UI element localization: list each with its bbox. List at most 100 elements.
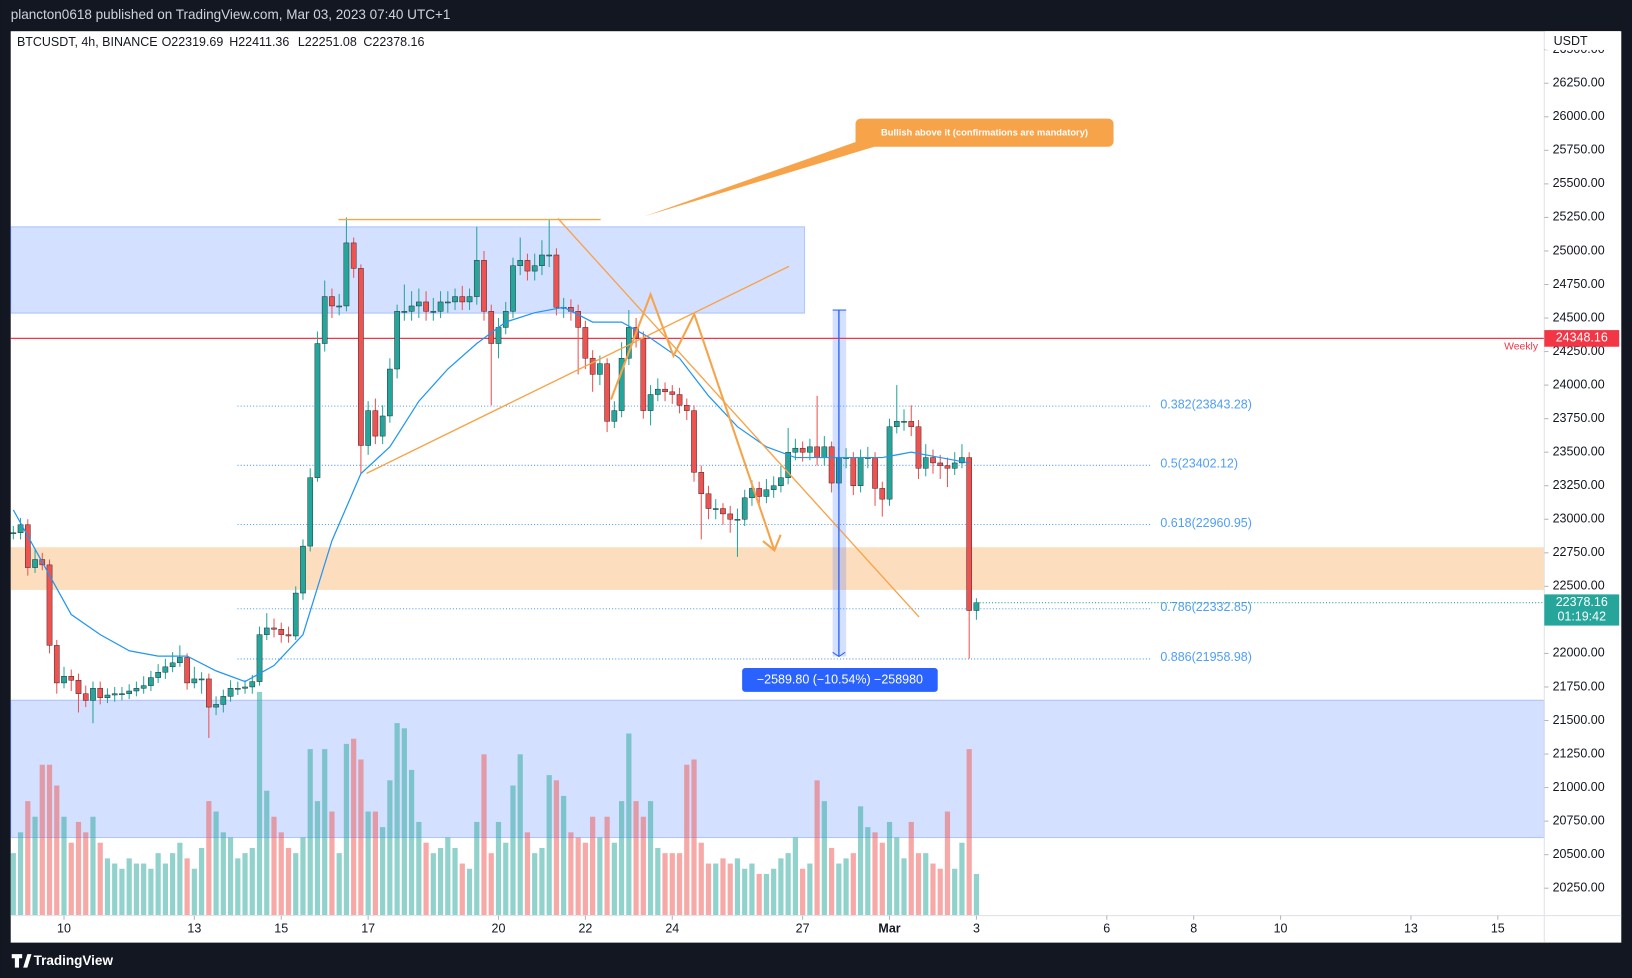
candle-body bbox=[133, 688, 140, 692]
volume-bar bbox=[611, 842, 617, 916]
candle-body bbox=[727, 513, 734, 520]
volume-bar bbox=[343, 743, 350, 916]
candle-body bbox=[242, 686, 248, 689]
volume-bar bbox=[285, 847, 292, 916]
volume-bar bbox=[104, 858, 111, 916]
y-tick-label: 25750.00 bbox=[1553, 143, 1605, 157]
volume-bar bbox=[771, 868, 777, 916]
level-price-label: 24348.16 bbox=[1556, 331, 1608, 345]
volume-bar bbox=[937, 868, 943, 916]
volume-bar bbox=[264, 790, 270, 916]
candle-body bbox=[510, 265, 516, 312]
volume-bar bbox=[785, 853, 791, 916]
candle-body bbox=[481, 260, 487, 312]
candle-body bbox=[10, 532, 17, 534]
volume-bar bbox=[720, 858, 726, 916]
volume-bar bbox=[553, 780, 560, 916]
candle-body bbox=[930, 457, 936, 464]
callout-pointer bbox=[644, 138, 875, 217]
volume-bar bbox=[626, 733, 632, 916]
volume-bar bbox=[90, 816, 96, 916]
volume-bar bbox=[184, 858, 190, 916]
candle-body bbox=[365, 410, 371, 446]
candle-body bbox=[336, 305, 342, 308]
volume-bar bbox=[191, 868, 197, 916]
legend: BTCUSDT, 4h, BINANCE O22319.69 H22411.36… bbox=[17, 35, 425, 49]
callout-text: Bullish above it (confirmations are mand… bbox=[881, 128, 1088, 138]
volume-bar bbox=[647, 801, 654, 916]
y-tick-label: 25250.00 bbox=[1553, 210, 1605, 224]
volume-bar bbox=[278, 832, 284, 916]
volume-bar bbox=[126, 858, 132, 916]
volume-bar bbox=[510, 785, 516, 916]
candle-body bbox=[741, 497, 748, 520]
candle-body bbox=[546, 254, 552, 257]
brand: TradingView bbox=[11, 953, 113, 968]
candle-body bbox=[597, 363, 603, 375]
volume-bar bbox=[503, 842, 509, 916]
volume-bar bbox=[372, 811, 378, 916]
volume-bar bbox=[466, 868, 473, 916]
y-tick-label: 21000.00 bbox=[1553, 780, 1605, 794]
candle-body bbox=[937, 462, 944, 466]
candle-body bbox=[850, 457, 857, 486]
volume-bar bbox=[532, 853, 538, 916]
candle-body bbox=[220, 696, 227, 705]
candle-body bbox=[198, 678, 205, 681]
demand-zone bbox=[10, 547, 1545, 590]
volume-bar bbox=[698, 842, 704, 916]
candle-body bbox=[140, 685, 147, 689]
volume-bar bbox=[351, 738, 357, 916]
candle-body bbox=[611, 410, 618, 422]
volume-bar bbox=[597, 837, 603, 916]
volume-bar bbox=[314, 801, 321, 916]
candle-body bbox=[582, 327, 589, 359]
x-tick-label: 3 bbox=[973, 921, 980, 935]
candle-body bbox=[329, 296, 335, 307]
y-tick-label: 24750.00 bbox=[1553, 277, 1605, 291]
volume-bar bbox=[365, 811, 371, 916]
candle-body bbox=[314, 343, 321, 478]
volume-bar bbox=[713, 863, 719, 916]
x-tick-label: 6 bbox=[1103, 921, 1110, 935]
y-tick-label: 21750.00 bbox=[1553, 679, 1605, 693]
candle-body bbox=[68, 676, 75, 681]
candle-body bbox=[792, 447, 799, 453]
y-tick-label: 26000.00 bbox=[1553, 109, 1605, 123]
symbol: BTCUSDT, 4h, BINANCE bbox=[17, 35, 158, 49]
candle-body bbox=[169, 662, 176, 668]
candle-body bbox=[213, 704, 219, 708]
volume-bar bbox=[850, 853, 856, 916]
volume-bar bbox=[857, 806, 864, 916]
candle-body bbox=[358, 268, 364, 446]
candle-body bbox=[111, 693, 118, 696]
candles bbox=[10, 217, 980, 738]
candle-body bbox=[770, 485, 777, 490]
volume-bar bbox=[952, 868, 958, 916]
candle-body bbox=[307, 477, 314, 547]
volume-bar bbox=[408, 769, 415, 916]
volume-bar bbox=[423, 842, 429, 916]
volume-bar bbox=[401, 728, 407, 916]
volume bbox=[10, 691, 980, 916]
candle-body bbox=[466, 296, 473, 303]
candle-body bbox=[46, 564, 53, 646]
volume-bar bbox=[430, 853, 436, 916]
volume-bar bbox=[684, 764, 690, 916]
candle-body bbox=[256, 634, 263, 682]
candle-body bbox=[691, 410, 697, 473]
volume-bar bbox=[582, 842, 588, 916]
candle-body bbox=[53, 645, 60, 684]
fib-label: 0.786(22332.85) bbox=[1160, 600, 1252, 614]
candle-body bbox=[155, 672, 161, 678]
volume-bar bbox=[973, 873, 980, 916]
y-tick-label: 20750.00 bbox=[1553, 813, 1605, 827]
candle-body bbox=[97, 688, 104, 698]
ohlc-low: L22251.08 bbox=[298, 35, 357, 49]
candle-body bbox=[720, 508, 726, 515]
volume-bar bbox=[141, 863, 147, 916]
ohlc-close: C22378.16 bbox=[363, 35, 424, 49]
candle-body bbox=[712, 508, 719, 510]
volume-bar bbox=[727, 863, 733, 916]
